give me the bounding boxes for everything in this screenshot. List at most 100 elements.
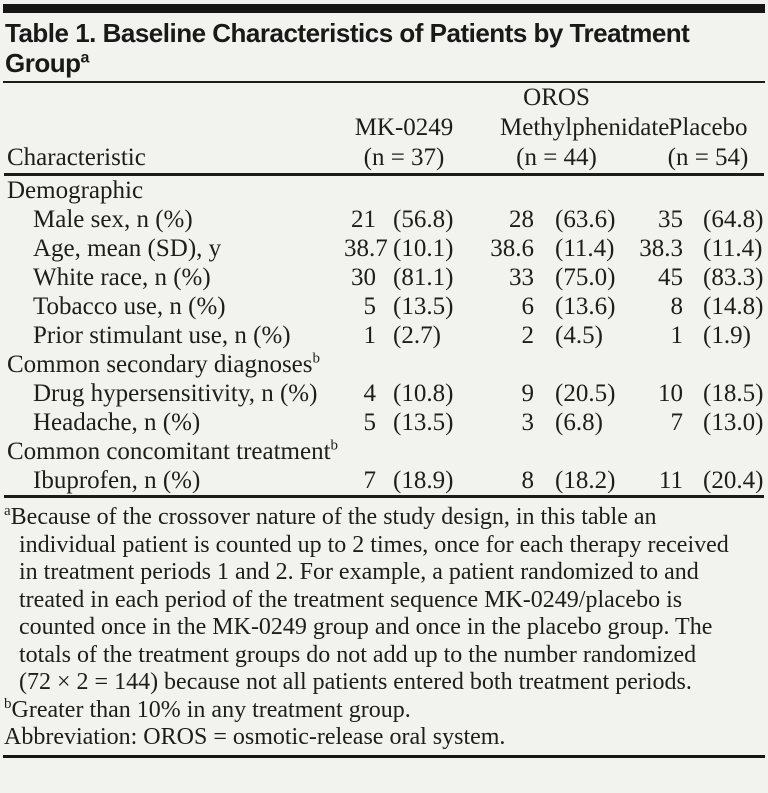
footnote-text: Greater than 10% in any treatment group. [11,696,411,723]
value-percent: (6.8) [555,409,603,436]
footnote-marker: b [330,437,339,454]
value-count: 45 [658,264,683,291]
table-row: White race, n (%) 30 (81.1) 33 (75.0) 45 (83.3… [4,263,764,292]
section-row: Common secondary diagnosesb [4,350,764,379]
header-row-oros: OROS [4,83,764,113]
table-row: Ibuprofen, n (%) 7 (18.9) 8 (18.2) 11 (20.4) [4,466,764,497]
footnote-text: Abbreviation: OROS = osmotic-release ora… [4,724,506,750]
footnote-marker: b [312,350,321,367]
header-row-groups: MK-0249 Methylphenidate Placebo [4,113,764,143]
value-count: 3 [521,409,535,436]
table-row: Prior stimulant use, n (%) 1 (2.7) 2 (4.5) 1 (… [4,321,764,350]
footnote-a: aBecause of the crossover nature of the … [4,504,734,697]
value-count: 10 [658,380,683,407]
column-header-placebo: Placebo [668,114,748,141]
value-percent: (63.6) [555,206,616,233]
value-count: 4 [363,380,377,407]
value-count: 38.6 [490,235,534,262]
section-row: Common concomitant treatmentb [4,437,764,466]
value-percent: (83.3) [703,264,764,291]
value-percent: (10.1) [393,235,454,262]
table-title-line2: Groupa [5,48,760,78]
value-count: 2 [521,322,535,349]
value-count: 28 [509,206,534,233]
header-spacer [344,83,464,113]
header-spacer [613,83,764,113]
value-count: 6 [521,293,535,320]
value-count: 38.7 [344,235,388,262]
footnote-marker: a [4,503,11,519]
column-n-placebo: (n = 54) [613,143,764,176]
value-count: 1 [363,322,377,349]
section-label: Demographic [7,177,144,204]
row-label: Prior stimulant use, n (%) [33,322,291,349]
value-count: 1 [670,322,684,349]
footnotes: aBecause of the crossover nature of the … [4,504,734,752]
footnote-marker: b [4,695,12,712]
column-n-mk0249: (n = 37) [344,143,464,176]
table-row: Age, mean (SD), y 38.7 (10.1) 38.6 (11.4) 38.… [4,234,764,263]
value-count: 8 [670,293,684,320]
value-percent: (20.4) [703,467,764,494]
bottom-rule [3,754,765,758]
column-header-characteristic: Characteristic [4,143,344,176]
value-count: 38.3 [639,235,683,262]
section-label: Common secondary diagnosesb [7,350,321,378]
table-row: Tobacco use, n (%) 5 (13.5) 6 (13.6) 8 (14.8) [4,292,764,321]
value-percent: (10.8) [393,380,454,407]
value-count: 9 [521,380,535,407]
value-count: 8 [521,467,535,494]
row-label: Age, mean (SD), y [33,235,222,262]
value-percent: (2.7) [393,322,441,349]
table-title-line2-text: Group [5,48,81,78]
table-title: Table 1. Baseline Characteristics of Pat… [5,18,760,78]
top-rule [3,4,765,13]
row-label: White race, n (%) [33,264,211,291]
table-body: Demographic Male sex, n (%) 21 (56.8) 28 (63.… [4,175,764,497]
abbreviation-note: Abbreviation: OROS = osmotic-release ora… [4,724,734,752]
column-n-methylphenidate: (n = 44) [464,143,613,176]
value-percent: (18.2) [555,467,616,494]
value-percent: (64.8) [703,206,764,233]
column-header-mk0249: MK-0249 [354,114,454,141]
value-percent: (81.1) [393,264,454,291]
baseline-characteristics-table: OROS MK-0249 Methylphenidate Placebo Cha… [4,83,764,498]
value-percent: (14.8) [703,293,764,320]
footnote-b: bGreater than 10% in any treatment group… [4,695,734,725]
row-label: Tobacco use, n (%) [33,293,226,320]
title-rule [3,81,765,83]
value-percent: (4.5) [555,322,603,349]
column-header-methylphenidate: Methylphenidate [500,114,670,141]
header-spacer [4,113,344,143]
footnote-text: Because of the crossover nature of the s… [10,504,729,695]
section-row: Demographic [4,175,764,206]
value-count: 11 [658,467,683,494]
value-count: 5 [363,293,377,320]
table-row: Drug hypersensitivity, n (%) 4 (10.8) 9 (20.… [4,379,764,408]
value-count: 7 [363,467,377,494]
title-footnote-marker: a [80,49,90,67]
table-title-line1: Table 1. Baseline Characteristics of Pat… [5,18,690,48]
value-count: 7 [670,409,684,436]
value-percent: (11.4) [555,235,615,262]
table-row: Male sex, n (%) 21 (56.8) 28 (63.6) 35 (64.8) [4,205,764,234]
table-header: OROS MK-0249 Methylphenidate Placebo Cha… [4,83,764,176]
value-percent: (56.8) [393,206,454,233]
value-percent: (13.6) [555,293,616,320]
value-percent: (13.5) [393,293,454,320]
value-percent: (18.9) [393,467,454,494]
value-percent: (18.5) [703,380,764,407]
value-count: 5 [363,409,377,436]
value-percent: (13.0) [703,409,764,436]
column-header-oros: OROS [523,84,590,111]
row-label: Drug hypersensitivity, n (%) [33,380,318,407]
table-row: Headache, n (%) 5 (13.5) 3 (6.8) 7 (13.0) [4,408,764,437]
section-label: Common concomitant treatmentb [7,437,339,465]
value-percent: (20.5) [555,380,616,407]
value-count: 30 [351,264,376,291]
value-percent: (13.5) [393,409,454,436]
header-spacer [4,83,344,113]
row-label: Ibuprofen, n (%) [33,467,201,494]
value-percent: (75.0) [555,264,616,291]
